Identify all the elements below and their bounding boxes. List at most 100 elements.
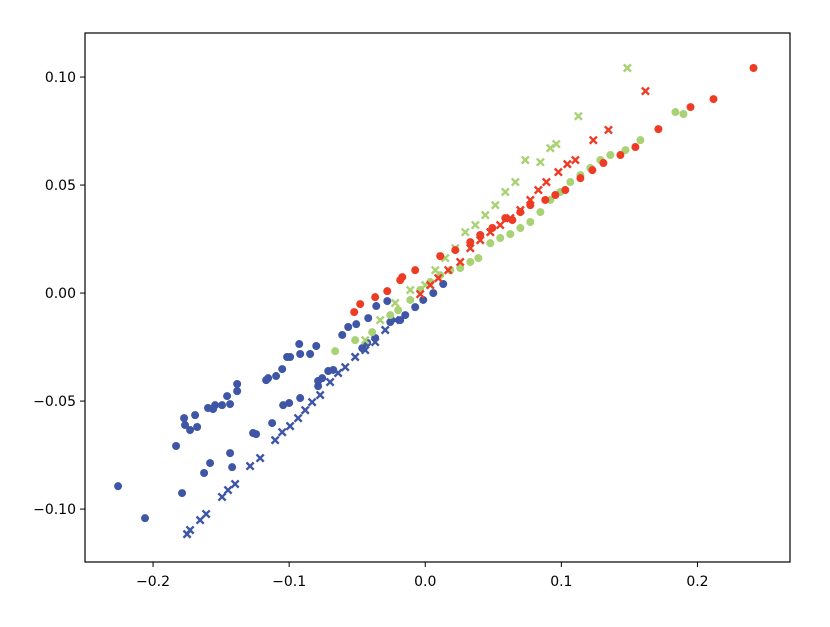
point <box>566 178 575 187</box>
y-tick-label: −0.05 <box>33 394 76 410</box>
point-x <box>277 427 287 437</box>
point <box>466 257 475 266</box>
point <box>526 218 535 227</box>
point-x <box>533 185 543 195</box>
point-x <box>505 213 515 223</box>
point <box>350 308 359 317</box>
point-x <box>495 220 505 230</box>
point <box>606 151 615 160</box>
point <box>686 103 695 112</box>
point <box>599 159 608 168</box>
point-x <box>603 125 613 135</box>
point-x <box>465 243 475 253</box>
point <box>631 143 640 152</box>
point-x <box>545 143 555 153</box>
point <box>141 514 150 523</box>
point <box>516 224 525 233</box>
point <box>252 430 261 439</box>
point <box>268 419 277 428</box>
point-x <box>470 220 480 230</box>
point <box>394 306 403 315</box>
point <box>286 353 295 362</box>
point-x <box>293 413 303 423</box>
point <box>223 392 232 401</box>
point <box>181 421 190 430</box>
point <box>312 341 321 350</box>
point-x <box>350 352 360 362</box>
point <box>193 422 202 431</box>
point <box>200 469 209 478</box>
point-x <box>360 345 370 355</box>
point-x <box>425 280 435 290</box>
point <box>344 322 353 331</box>
point <box>318 374 327 383</box>
point <box>709 95 718 104</box>
point <box>178 489 187 498</box>
point-x <box>201 509 211 519</box>
y-tick-label: 0.05 <box>45 178 76 194</box>
point-x <box>185 525 195 535</box>
point <box>295 340 304 349</box>
point <box>401 311 410 320</box>
point <box>474 254 483 263</box>
point-x <box>270 435 280 445</box>
point-x <box>475 235 485 245</box>
point <box>671 108 680 117</box>
point-x <box>588 135 598 145</box>
point <box>466 238 475 247</box>
point-x <box>230 479 240 489</box>
point-x <box>622 63 632 73</box>
x-tick-label: −0.2 <box>136 574 170 590</box>
point-x <box>553 167 563 177</box>
point-x <box>340 362 350 372</box>
point <box>364 314 373 323</box>
point <box>446 266 455 275</box>
point <box>372 302 381 311</box>
point <box>371 293 380 302</box>
point <box>496 233 505 242</box>
point <box>338 330 347 339</box>
point <box>621 146 630 155</box>
point <box>383 287 392 296</box>
point-x <box>500 187 510 197</box>
point <box>356 300 365 309</box>
point-x <box>570 155 580 165</box>
point <box>186 426 195 435</box>
point <box>218 401 227 410</box>
axes-frame <box>84 32 791 563</box>
point-x <box>430 265 440 275</box>
x-tick-label: −0.1 <box>272 574 306 590</box>
point-x <box>405 285 415 295</box>
point-x <box>480 210 490 220</box>
point <box>180 414 189 423</box>
point <box>411 303 420 312</box>
point <box>278 365 287 374</box>
point <box>616 151 625 160</box>
point <box>561 186 570 195</box>
point <box>488 224 497 233</box>
point-x <box>333 368 343 378</box>
y-tick-label: −0.10 <box>33 502 76 518</box>
point <box>419 295 428 304</box>
point <box>233 380 242 389</box>
point <box>486 239 495 248</box>
y-tick-label: 0.00 <box>45 286 76 302</box>
point-x <box>375 315 385 325</box>
point <box>352 320 361 329</box>
point-x <box>460 227 470 237</box>
point <box>429 289 438 298</box>
point <box>368 328 377 337</box>
point <box>314 382 323 391</box>
x-tick-label: 0.0 <box>414 574 436 590</box>
point-x <box>325 377 335 387</box>
point <box>233 387 242 396</box>
point <box>172 442 181 451</box>
point <box>211 401 220 410</box>
point-x <box>551 139 561 149</box>
point <box>679 110 688 119</box>
y-tick-label: 0.10 <box>45 70 76 86</box>
point <box>411 266 420 275</box>
point <box>272 372 281 381</box>
point <box>436 252 445 261</box>
point <box>516 208 525 217</box>
